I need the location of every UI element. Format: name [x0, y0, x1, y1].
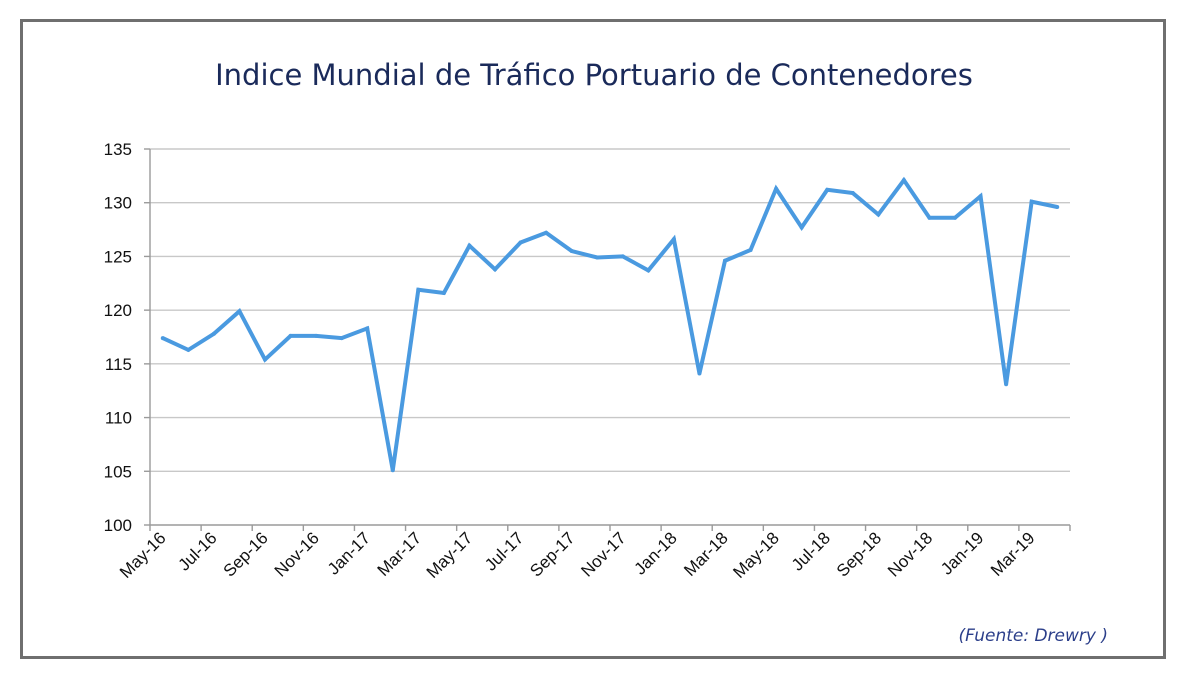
source-note: (Fuente: Drewry )	[958, 626, 1108, 646]
data-point	[441, 290, 446, 295]
data-point	[620, 254, 625, 259]
data-point	[186, 347, 191, 352]
y-tick-label: 120	[104, 301, 132, 320]
axes	[144, 148, 1071, 531]
x-tick-label: Nov-17	[577, 528, 629, 580]
data-point	[211, 331, 216, 336]
data-point	[518, 240, 523, 245]
x-tick-label: Jan-18	[631, 528, 681, 578]
y-tick-label: 105	[104, 462, 132, 481]
data-point	[850, 191, 855, 196]
data-point	[390, 468, 395, 473]
data-point	[697, 371, 702, 376]
x-tick-label: May-16	[116, 528, 170, 582]
chart-frame	[20, 19, 1166, 659]
data-point	[467, 243, 472, 248]
x-tick-label: Sep-17	[526, 528, 578, 580]
y-tick-label: 110	[105, 409, 132, 428]
data-point	[927, 215, 932, 220]
x-tick-label: Jul-18	[788, 528, 834, 574]
x-tick-label: May-18	[729, 528, 783, 582]
data-point	[544, 230, 549, 235]
x-tick-label: Nov-16	[271, 528, 323, 580]
data-point	[978, 194, 983, 199]
data-point	[901, 178, 906, 183]
y-tick-label: 125	[104, 247, 132, 266]
data-point	[263, 357, 267, 362]
data-point	[569, 249, 574, 254]
data-point	[416, 287, 421, 292]
data-point	[493, 267, 497, 272]
data-point	[1055, 205, 1060, 210]
y-tick-labels: 100 105 110 115 120 125 130 135	[104, 140, 132, 535]
x-tick-label: Sep-18	[833, 528, 885, 580]
data-point	[646, 268, 651, 273]
x-tick-label: Mar-17	[374, 528, 426, 580]
x-tick-label: Jan-17	[324, 528, 374, 578]
data-point	[825, 187, 830, 192]
x-tick-label: Mar-19	[987, 528, 1039, 580]
x-tick-label: Sep-16	[220, 528, 272, 580]
x-tick-label: Jan-19	[937, 528, 987, 578]
data-point	[314, 333, 319, 338]
y-tick-label: 135	[104, 140, 132, 159]
series-line	[161, 176, 1058, 471]
data-point	[339, 336, 344, 341]
x-tick-label: Nov-18	[884, 528, 936, 580]
data-point	[288, 333, 293, 338]
data-point	[799, 225, 804, 230]
y-tick-label: 100	[104, 516, 132, 535]
data-point	[237, 309, 242, 314]
data-point	[365, 326, 370, 331]
chart-title: Indice Mundial de Tráfico Portuario de C…	[215, 58, 973, 92]
data-point	[1029, 199, 1034, 204]
data-point	[160, 336, 165, 341]
data-point	[1004, 382, 1009, 387]
grid-lines	[150, 148, 1070, 472]
data-point	[595, 255, 600, 260]
data-point	[748, 247, 753, 252]
data-point	[723, 258, 727, 263]
x-tick-label: Jul-17	[481, 528, 527, 574]
data-point	[876, 212, 881, 217]
data-point	[671, 237, 676, 242]
data-point	[774, 186, 779, 191]
data-point	[953, 215, 957, 220]
x-tick-label: Jul-16	[175, 528, 221, 574]
x-tick-label: Mar-18	[680, 528, 732, 580]
series-layer	[160, 176, 1060, 473]
x-tick-label: May-17	[423, 528, 477, 582]
y-tick-label: 130	[104, 194, 132, 213]
y-tick-label: 115	[105, 355, 132, 374]
